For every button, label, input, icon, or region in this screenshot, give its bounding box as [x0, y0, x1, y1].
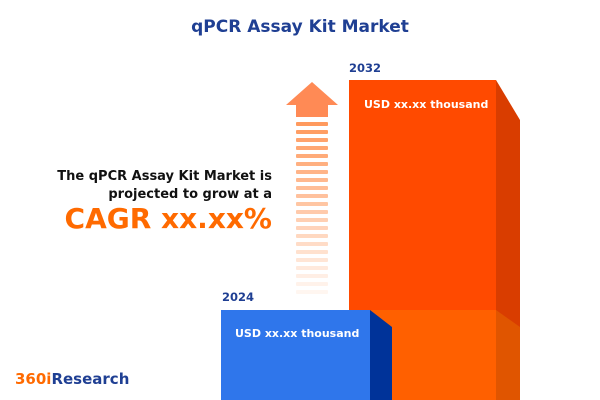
arrow-stripe	[296, 202, 328, 206]
arrow-stripe	[296, 274, 328, 278]
arrow-stripe	[296, 242, 328, 246]
bar-2032-value: USD xx.xx thousand	[364, 98, 489, 111]
bar-2032-lower-side	[496, 310, 520, 400]
arrow-stripe	[296, 250, 328, 254]
arrow-stripe	[296, 266, 328, 270]
arrow-stripe	[296, 210, 328, 214]
arrow-stripe	[296, 194, 328, 198]
logo: 360iResearch	[15, 370, 129, 388]
bar-2024	[221, 310, 370, 400]
arrow-stripe	[296, 290, 328, 294]
bar-2024-value: USD xx.xx thousand	[235, 327, 360, 340]
arrow-stripe	[296, 154, 328, 158]
arrow-stripe	[296, 138, 328, 142]
arrow-stripe	[296, 130, 328, 134]
description-line-1: The qPCR Assay Kit Market is	[57, 169, 272, 184]
bar-2032-year: 2032	[349, 61, 382, 75]
arrow-stripe	[296, 170, 328, 174]
arrow-stripe	[296, 234, 328, 238]
growth-arrow-icon	[286, 82, 338, 117]
arrow-stripe	[296, 226, 328, 230]
logo-part-2: Research	[51, 370, 130, 388]
arrow-stripe	[296, 122, 328, 126]
arrow-stripe	[296, 258, 328, 262]
arrow-stripe	[296, 282, 328, 286]
arrow-stripe	[296, 186, 328, 190]
cagr-description: The qPCR Assay Kit Market is projected t…	[57, 168, 272, 204]
arrow-stripe	[296, 178, 328, 182]
bar-2024-year: 2024	[222, 290, 255, 304]
cagr-value: CAGR xx.xx%	[64, 202, 272, 235]
description-line-2: projected to grow at a	[108, 187, 272, 202]
arrow-stripe	[296, 218, 328, 222]
logo-part-1: 360i	[15, 370, 52, 388]
bar-2024-side	[370, 310, 392, 400]
arrow-stripe	[296, 162, 328, 166]
page-title: qPCR Assay Kit Market	[191, 17, 409, 37]
arrow-stripe	[296, 146, 328, 150]
